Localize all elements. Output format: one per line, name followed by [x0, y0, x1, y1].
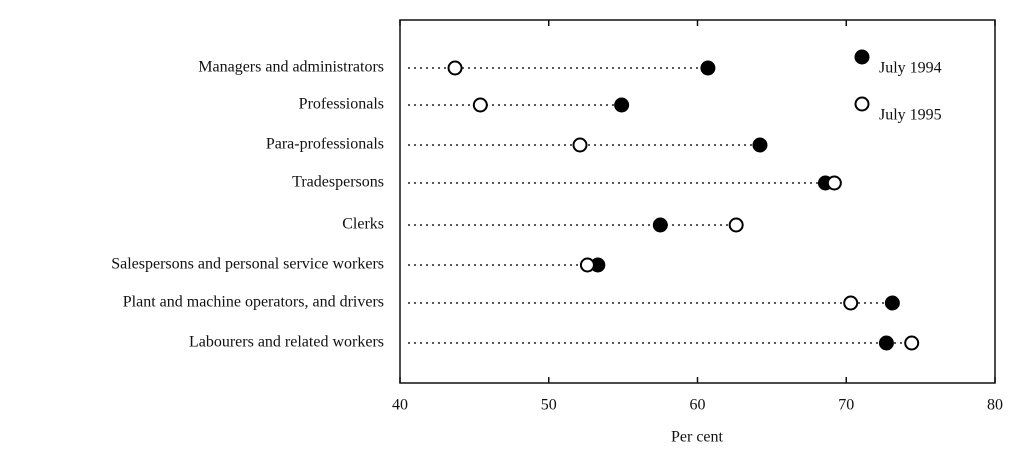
- y-tick-label: Professionals: [299, 96, 384, 113]
- x-tick-label: 60: [690, 397, 706, 414]
- legend-marker: [854, 49, 870, 65]
- x-tick-label: 80: [987, 397, 1003, 414]
- dot: [447, 60, 463, 76]
- y-tick-label: Clerks: [342, 216, 384, 233]
- dot: [878, 335, 894, 351]
- dot: [884, 295, 900, 311]
- dot: [579, 257, 595, 273]
- x-axis-label: Per cent: [671, 429, 724, 446]
- dot: [652, 217, 668, 233]
- dot: [826, 175, 842, 191]
- y-tick-label: Managers and administrators: [198, 59, 384, 76]
- y-tick-label: Salespersons and personal service worker…: [111, 256, 384, 273]
- x-tick-label: 40: [392, 397, 408, 414]
- dot: [904, 335, 920, 351]
- legend-marker: [854, 96, 870, 112]
- y-tick-label: Para-professionals: [266, 136, 384, 153]
- dot: [843, 295, 859, 311]
- dot: [752, 137, 768, 153]
- y-tick-label: Tradespersons: [292, 174, 384, 191]
- dot: [700, 60, 716, 76]
- dot: [728, 217, 744, 233]
- dot: [472, 97, 488, 113]
- x-tick-label: 50: [541, 397, 557, 414]
- dot: [614, 97, 630, 113]
- dot: [572, 137, 588, 153]
- y-tick-label: Plant and machine operators, and drivers: [123, 294, 384, 311]
- x-tick-label: 70: [838, 397, 854, 414]
- legend-label: July 1995: [879, 107, 942, 124]
- y-tick-label: Labourers and related workers: [189, 334, 384, 351]
- legend-label: July 1994: [879, 60, 942, 77]
